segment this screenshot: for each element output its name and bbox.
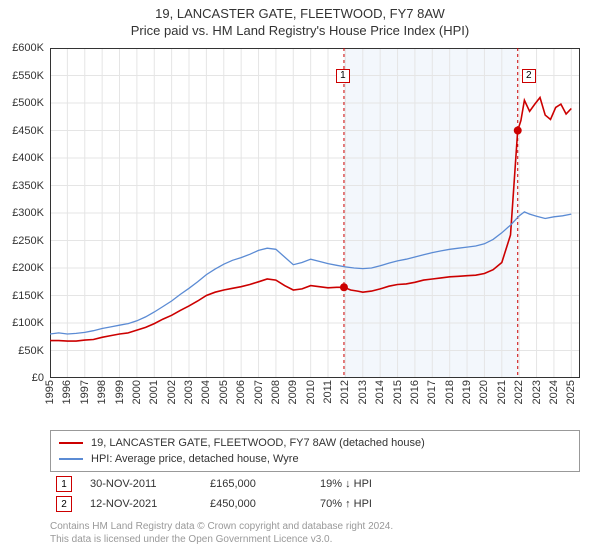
chart-plot-area: 12: [50, 48, 580, 378]
marker-delta-2: 70% ↑ HPI: [320, 498, 440, 510]
x-tick-label: 2003: [183, 380, 195, 404]
table-row: 1 30-NOV-2011 £165,000 19% ↓ HPI: [50, 474, 580, 494]
marker-price-1: £165,000: [210, 478, 320, 490]
x-tick-label: 2010: [305, 380, 317, 404]
x-tick-label: 2012: [339, 380, 351, 404]
license-line-1: Contains HM Land Registry data © Crown c…: [50, 520, 580, 533]
y-tick-label: £300K: [12, 207, 44, 219]
marker-date-1: 30-NOV-2011: [90, 478, 210, 490]
y-tick-label: £100K: [12, 317, 44, 329]
y-tick-label: £550K: [12, 70, 44, 82]
x-tick-label: 2004: [200, 380, 212, 404]
x-tick-label: 2009: [287, 380, 299, 404]
legend-swatch-hpi: [59, 458, 83, 460]
x-tick-label: 2024: [548, 380, 560, 404]
y-tick-label: £0: [32, 372, 44, 384]
x-tick-label: 2005: [218, 380, 230, 404]
y-tick-label: £250K: [12, 235, 44, 247]
legend-label-hpi: HPI: Average price, detached house, Wyre: [91, 453, 299, 465]
x-tick-label: 2006: [235, 380, 247, 404]
marker-number-2: 2: [56, 496, 72, 512]
x-tick-label: 2022: [513, 380, 525, 404]
x-tick-label: 2011: [322, 380, 334, 404]
x-tick-label: 2020: [478, 380, 490, 404]
legend-label-price-paid: 19, LANCASTER GATE, FLEETWOOD, FY7 8AW (…: [91, 437, 425, 449]
y-tick-label: £150K: [12, 290, 44, 302]
x-tick-label: 1996: [61, 380, 73, 404]
y-tick-label: £500K: [12, 97, 44, 109]
marker-number-1: 1: [56, 476, 72, 492]
x-tick-label: 2016: [409, 380, 421, 404]
license-line-2: This data is licensed under the Open Gov…: [50, 533, 580, 546]
x-tick-label: 2002: [166, 380, 178, 404]
plot-marker-label: 1: [336, 69, 350, 83]
x-tick-label: 1999: [114, 380, 126, 404]
y-tick-label: £350K: [12, 180, 44, 192]
x-tick-label: 1998: [96, 380, 108, 404]
x-tick-label: 2017: [426, 380, 438, 404]
x-tick-label: 2014: [374, 380, 386, 404]
y-tick-label: £450K: [12, 125, 44, 137]
x-tick-label: 2001: [148, 380, 160, 404]
x-tick-label: 2013: [357, 380, 369, 404]
y-tick-label: £400K: [12, 152, 44, 164]
y-tick-label: £600K: [12, 42, 44, 54]
x-tick-label: 2021: [496, 380, 508, 404]
x-tick-label: 2018: [444, 380, 456, 404]
x-tick-label: 2008: [270, 380, 282, 404]
marker-date-2: 12-NOV-2021: [90, 498, 210, 510]
marker-delta-1: 19% ↓ HPI: [320, 478, 440, 490]
x-tick-label: 1995: [44, 380, 56, 404]
y-tick-label: £50K: [18, 345, 44, 357]
chart-title-subtitle: Price paid vs. HM Land Registry's House …: [0, 21, 600, 42]
x-tick-label: 2023: [531, 380, 543, 404]
marker-price-2: £450,000: [210, 498, 320, 510]
legend-swatch-price-paid: [59, 442, 83, 444]
table-row: 2 12-NOV-2021 £450,000 70% ↑ HPI: [50, 494, 580, 514]
y-axis-labels: £0£50K£100K£150K£200K£250K£300K£350K£400…: [0, 48, 48, 378]
chart-title-address: 19, LANCASTER GATE, FLEETWOOD, FY7 8AW: [0, 0, 600, 21]
x-tick-label: 2015: [392, 380, 404, 404]
x-tick-label: 2007: [253, 380, 265, 404]
chart-legend: 19, LANCASTER GATE, FLEETWOOD, FY7 8AW (…: [50, 430, 580, 472]
x-tick-label: 2025: [565, 380, 577, 404]
y-tick-label: £200K: [12, 262, 44, 274]
x-axis-labels: 1995199619971998199920002001200220032004…: [50, 380, 580, 428]
x-tick-label: 1997: [79, 380, 91, 404]
license-text: Contains HM Land Registry data © Crown c…: [50, 520, 580, 546]
x-tick-label: 2000: [131, 380, 143, 404]
marker-data-table: 1 30-NOV-2011 £165,000 19% ↓ HPI 2 12-NO…: [50, 474, 580, 514]
x-tick-label: 2019: [461, 380, 473, 404]
plot-marker-label: 2: [522, 69, 536, 83]
